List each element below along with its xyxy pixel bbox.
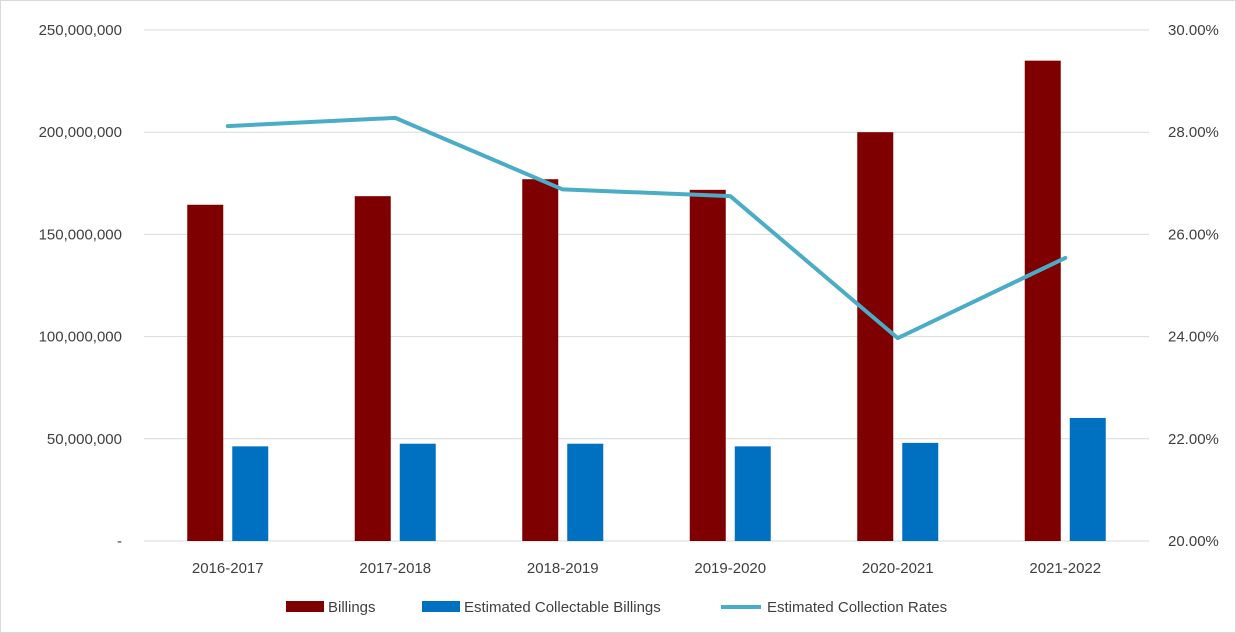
left-axis-ticks: - 50,000,000 100,000,000 150,000,000 200,000… — [39, 22, 122, 550]
right-tick-label: 30.00% — [1168, 22, 1219, 39]
bar-estimated-collectable-billings — [1069, 417, 1106, 541]
bar-estimated-collectable-billings — [902, 442, 939, 541]
collection-rate-line — [225, 115, 1068, 341]
x-tick-label: 2021-2022 — [1029, 560, 1101, 577]
right-tick-label: 20.00% — [1168, 533, 1219, 550]
gridlines — [144, 29, 1149, 542]
right-tick-label: 28.00% — [1168, 124, 1219, 141]
legend-swatch — [286, 601, 324, 612]
right-axis-ticks: 20.00% 22.00% 24.00% 26.00% 28.00% 30.00% — [1168, 22, 1219, 550]
left-tick-label: 250,000,000 — [39, 22, 122, 39]
left-tick-label: 50,000,000 — [47, 431, 122, 448]
right-tick-label: 26.00% — [1168, 226, 1219, 243]
line-series — [225, 115, 1068, 341]
bar-estimated-collectable-billings — [399, 443, 436, 541]
right-tick-label: 22.00% — [1168, 431, 1219, 448]
bar-estimated-collectable-billings — [567, 443, 604, 541]
bar-estimated-collectable-billings — [232, 446, 269, 541]
x-axis-ticks: 2016-2017 2017-2018 2018-2019 2019-2020 2020… — [192, 560, 1101, 577]
legend-label: Billings — [328, 599, 376, 616]
left-tick-label: 150,000,000 — [39, 226, 122, 243]
x-tick-label: 2017-2018 — [359, 560, 431, 577]
legend-label: Estimated Collectable Billings — [464, 599, 661, 616]
right-tick-label: 24.00% — [1168, 329, 1219, 346]
bar-billings — [1024, 60, 1061, 541]
x-tick-label: 2019-2020 — [694, 560, 766, 577]
bar-estimated-collectable-billings — [734, 446, 771, 541]
bar-billings — [354, 196, 391, 542]
left-tick-label: 100,000,000 — [39, 329, 122, 346]
x-tick-label: 2018-2019 — [527, 560, 599, 577]
x-tick-label: 2020-2021 — [862, 560, 934, 577]
x-tick-label: 2016-2017 — [192, 560, 264, 577]
left-tick-label: 200,000,000 — [39, 124, 122, 141]
bar-billings — [689, 189, 726, 541]
legend: Billings Estimated Collectable Billings Es… — [286, 599, 947, 616]
left-tick-label: - — [117, 533, 122, 550]
legend-label: Estimated Collection Rates — [767, 599, 947, 616]
legend-swatch — [422, 601, 460, 612]
bars — [187, 60, 1106, 542]
bar-billings — [522, 179, 559, 541]
bar-billings — [187, 204, 224, 541]
bar-billings — [857, 132, 894, 541]
